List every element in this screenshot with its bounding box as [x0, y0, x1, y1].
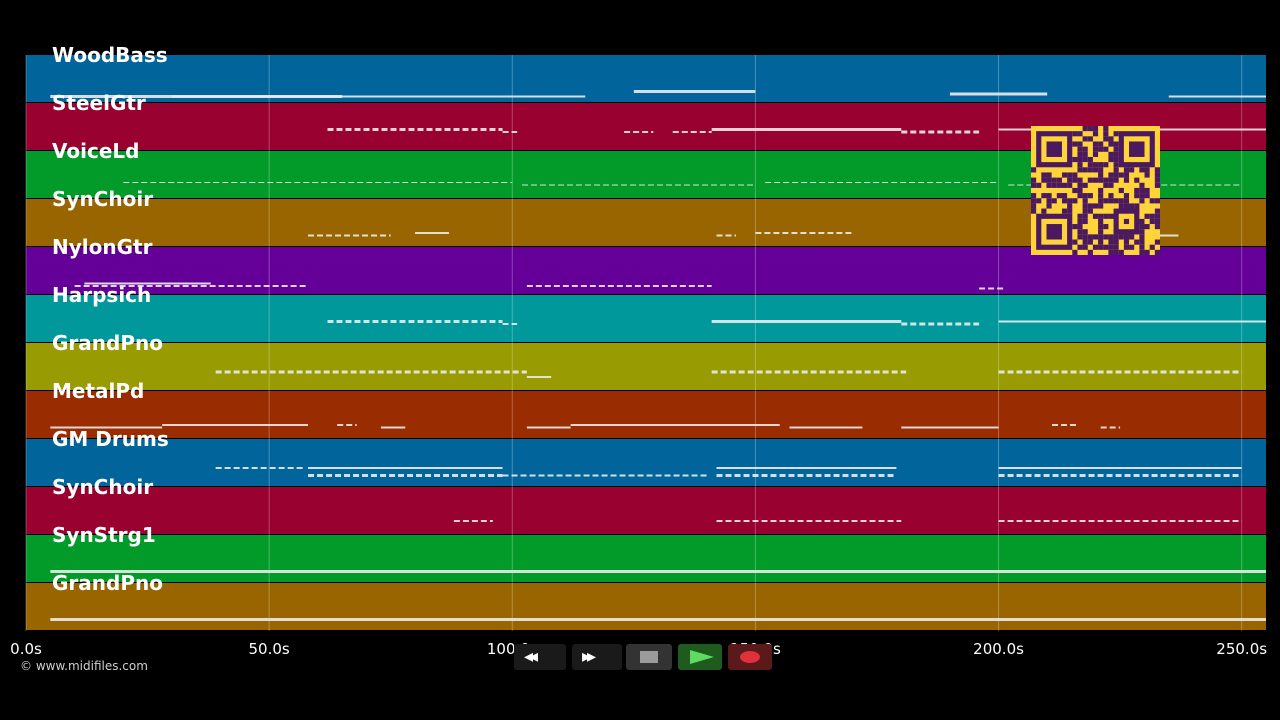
rewind-button[interactable]: ◂◂	[514, 644, 566, 670]
track-label: GrandPno	[52, 571, 163, 595]
track-label: NylonGtr	[52, 235, 153, 259]
track-label: SynChoir	[52, 187, 154, 211]
track-band	[26, 295, 1266, 342]
track-band	[26, 535, 1266, 582]
stop-button[interactable]	[626, 644, 672, 670]
fast-forward-icon: ▸▸	[582, 646, 596, 667]
time-tick-label: 50.0s	[248, 640, 290, 658]
track-label: VoiceLd	[52, 139, 140, 163]
track-band	[26, 487, 1266, 534]
track-label: WoodBass	[52, 43, 168, 67]
transport-controls: ◂◂ ▸▸	[512, 644, 774, 670]
fast-forward-button[interactable]: ▸▸	[572, 644, 622, 670]
track-label: SynStrg1	[52, 523, 156, 547]
track-label: SynChoir	[52, 475, 154, 499]
track-band	[26, 439, 1266, 486]
track-band	[26, 391, 1266, 438]
stop-icon	[640, 651, 658, 663]
track-label: GM Drums	[52, 427, 169, 451]
track-band	[26, 55, 1266, 102]
track-label: SteelGtr	[52, 91, 146, 115]
qr-code-icon	[1031, 126, 1160, 255]
track-band	[26, 583, 1266, 630]
rewind-icon: ◂◂	[524, 646, 538, 667]
time-tick-label: 0.0s	[10, 640, 42, 658]
track-label: MetalPd	[52, 379, 145, 403]
play-icon	[690, 650, 714, 664]
track-label: GrandPno	[52, 331, 163, 355]
time-tick-label: 250.0s	[1216, 640, 1268, 658]
track-label: Harpsich	[52, 283, 152, 307]
time-tick-label: 200.0s	[973, 640, 1024, 658]
record-button[interactable]	[728, 644, 772, 670]
copyright-text: © www.midifiles.com	[20, 659, 148, 673]
track-band	[26, 343, 1266, 390]
record-icon	[740, 651, 760, 663]
play-button[interactable]	[678, 644, 722, 670]
